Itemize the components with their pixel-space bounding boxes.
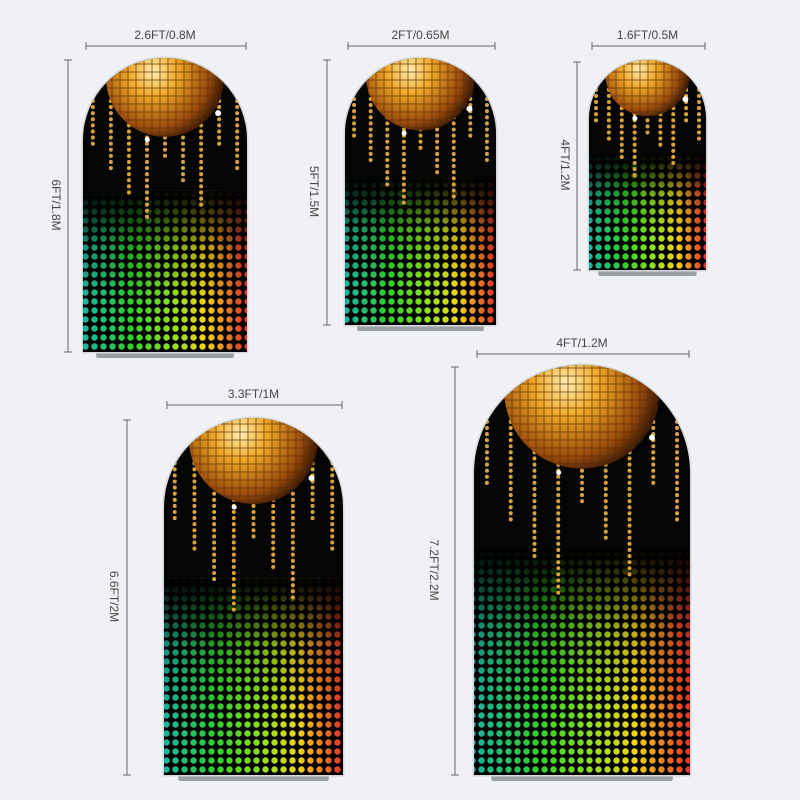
arch-backdrop: 2FT/0.65M 5FT/1.5M [307,28,498,331]
width-label: 2FT/0.65M [391,28,449,42]
sparkle [682,96,689,103]
arch-backdrop: 1.6FT/0.5M 4FT/1.2M [558,28,708,276]
equalizer-fade [589,154,706,236]
height-label: 6.6FT/2M [107,571,121,622]
print [589,60,706,270]
arch-backdrop: 4FT/1.2M 7.2FT/2.2M [427,336,692,781]
disco-tiles [366,58,475,131]
equalizer-fade [83,190,247,304]
print [164,418,343,775]
print [83,58,247,352]
width-label: 1.6FT/0.5M [617,28,678,42]
sparkle [648,434,655,441]
width-label: 2.6FT/0.8M [134,28,195,42]
sparkle [401,130,407,136]
equalizer-fade [474,549,690,708]
equalizer-fade [345,178,496,281]
arches: 2.6FT/0.8M 6FT/1.8M 2FT/0.65M 5FT/1.5M 1.6FT… [49,28,708,781]
disco-tiles [504,365,660,469]
height-label: 6FT/1.8M [49,179,63,230]
width-label: 3.3FT/1M [228,387,279,401]
sparkle [632,115,638,121]
sparkle [466,105,473,112]
height-label: 5FT/1.5M [307,166,321,217]
sparkle [556,470,562,476]
arch-backdrop: 3.3FT/1M 6.6FT/2M [107,387,345,781]
sparkle [144,137,150,143]
print [474,365,690,775]
disco-tiles [605,60,690,117]
sparkle [308,475,315,482]
disco-tiles [105,58,225,137]
sparkle [231,504,237,510]
height-label: 4FT/1.2M [558,139,572,190]
equalizer-fade [164,578,343,717]
sparkle [215,110,222,117]
arch-backdrop: 2.6FT/0.8M 6FT/1.8M [49,28,249,358]
disco-tiles [189,418,318,504]
width-label: 4FT/1.2M [556,336,607,350]
height-label: 7.2FT/2.2M [427,539,441,600]
print [345,58,496,325]
